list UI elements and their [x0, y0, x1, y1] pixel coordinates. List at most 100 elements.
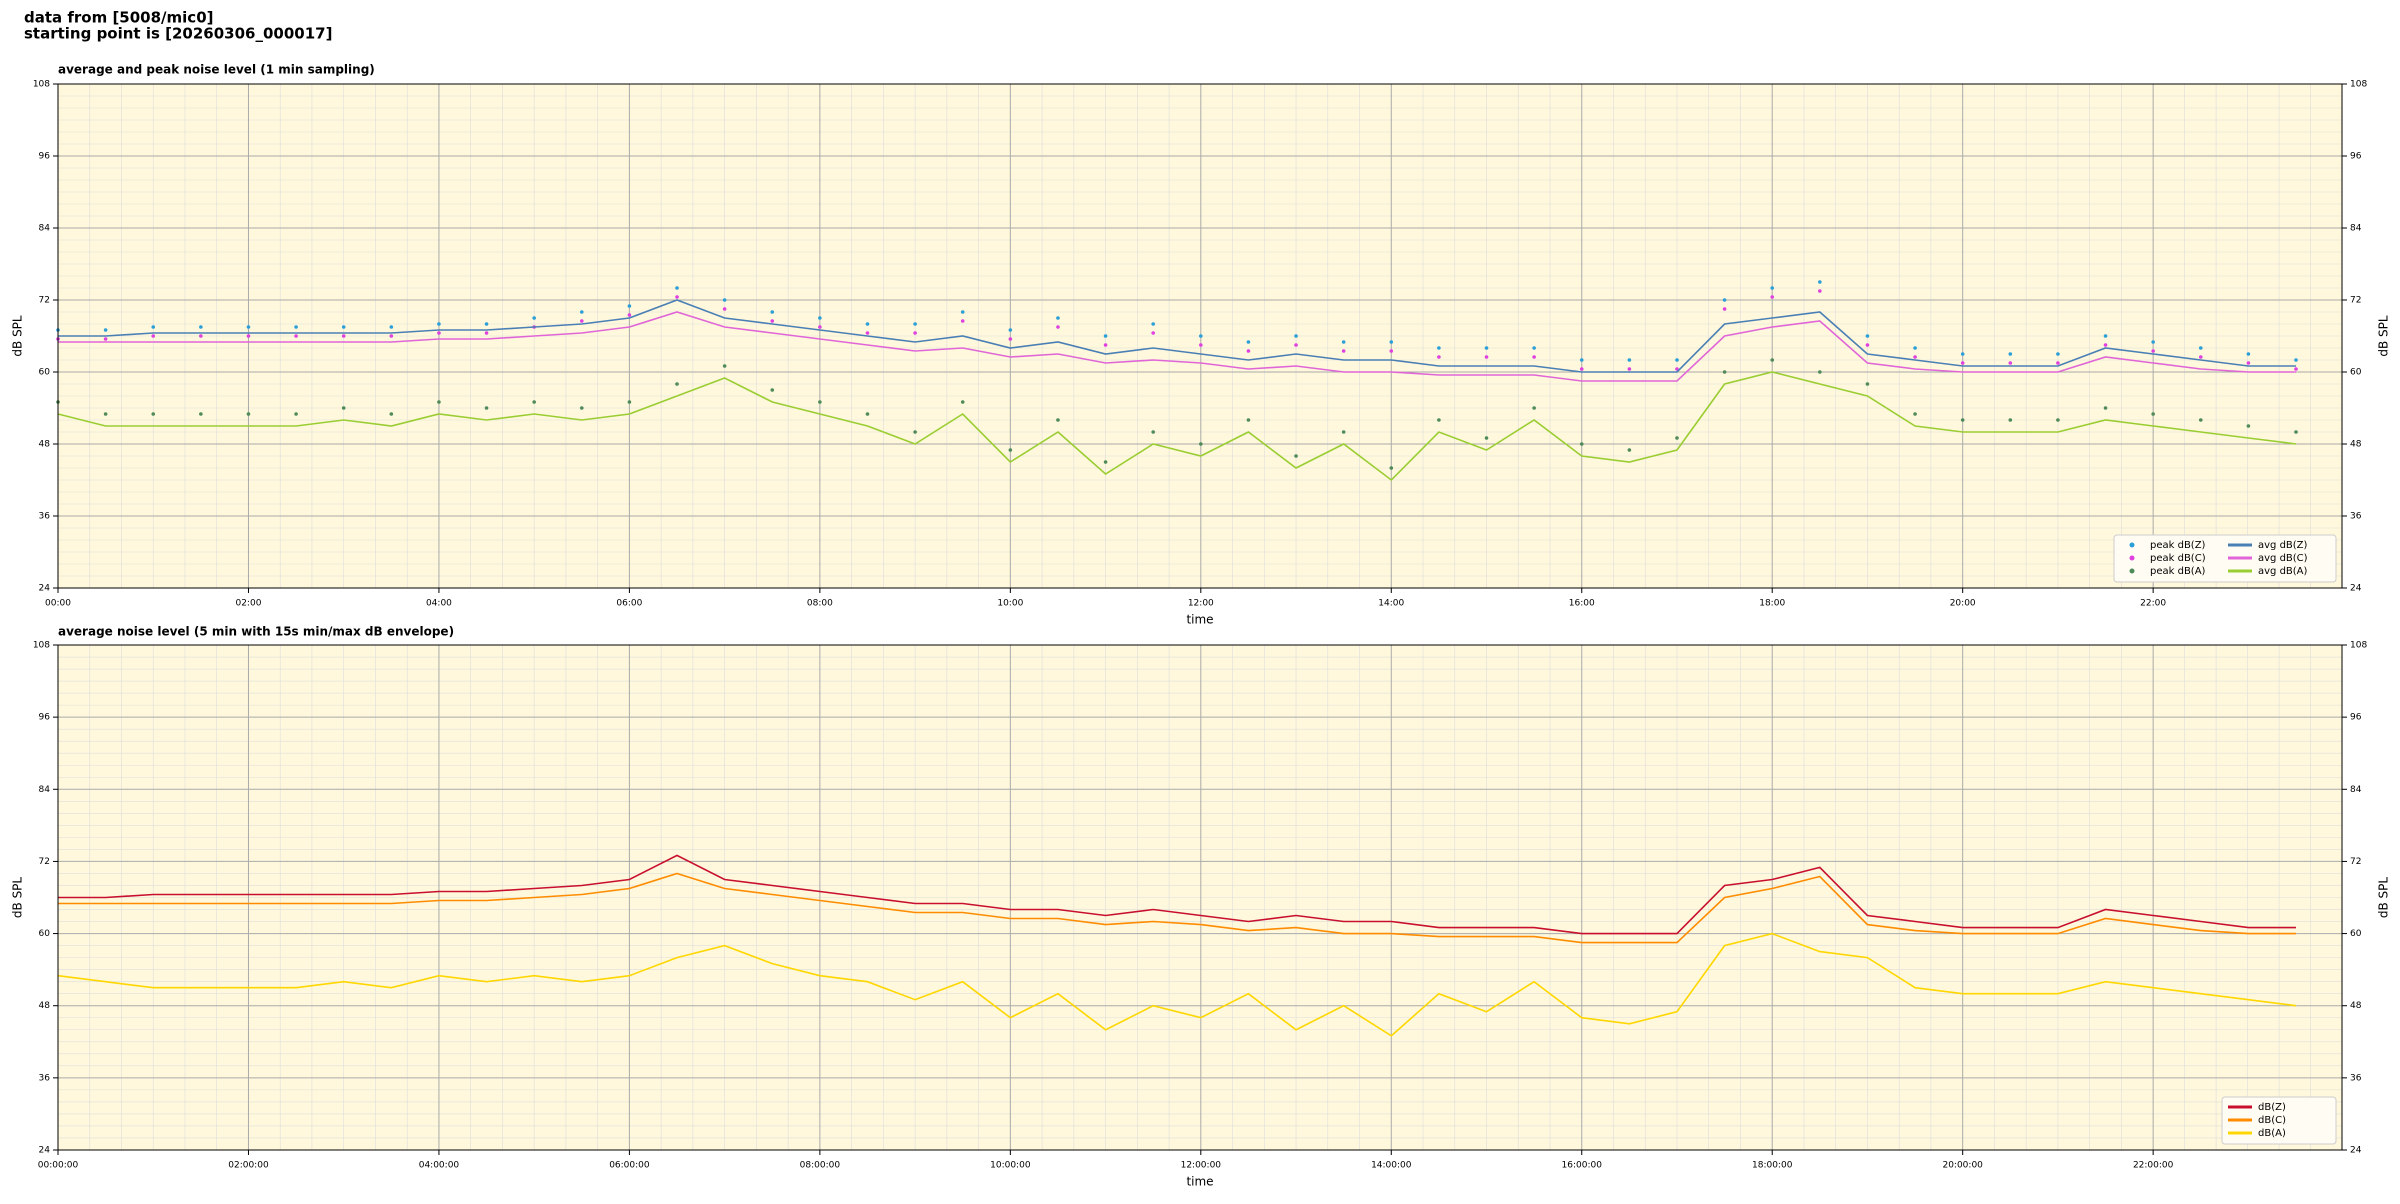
peak-point — [1246, 349, 1251, 353]
y-tick-label: 72 — [2350, 857, 2361, 867]
x-tick-label: 16:00 — [1569, 599, 1595, 609]
peak-point — [1960, 418, 1965, 422]
peak-point — [1151, 430, 1155, 434]
peak-point — [246, 334, 251, 338]
peak-point — [2103, 406, 2108, 410]
y-tick-label: 36 — [39, 1073, 51, 1083]
peak-point — [913, 331, 917, 335]
x-tick-label: 10:00:00 — [990, 1161, 1031, 1171]
peak-point — [1389, 466, 1394, 470]
peak-point — [1484, 436, 1489, 440]
peak-point — [1627, 367, 1632, 371]
peak-point — [437, 331, 441, 335]
x-tick-label: 04:00 — [426, 599, 452, 609]
peak-point — [2198, 355, 2203, 359]
peak-point — [675, 286, 679, 290]
y-tick-label: 24 — [2350, 584, 2362, 594]
peak-point — [1913, 412, 1917, 416]
x-tick-label: 08:00:00 — [800, 1161, 841, 1171]
peak-point — [1579, 442, 1584, 446]
peak-point — [1056, 316, 1060, 320]
peak-point — [294, 412, 298, 416]
peak-point — [1484, 355, 1489, 359]
header-line: starting point is [20260306_000017] — [24, 25, 332, 43]
peak-point — [1103, 334, 1108, 338]
peak-point — [1199, 334, 1203, 338]
x-tick-label: 10:00 — [997, 599, 1023, 609]
peak-point — [103, 337, 108, 341]
peak-point — [865, 322, 870, 326]
y-tick-label: 60 — [39, 368, 51, 378]
peak-point — [1770, 286, 1775, 290]
x-tick-label: 14:00:00 — [1371, 1161, 1412, 1171]
peak-point — [1722, 370, 1727, 374]
legend-label: dB(Z) — [2258, 1102, 2286, 1113]
x-tick-label: 18:00:00 — [1752, 1161, 1793, 1171]
peak-point — [1056, 325, 1060, 329]
peak-point — [1199, 343, 1203, 347]
peak-point — [960, 319, 965, 323]
peak-point — [722, 364, 727, 368]
peak-point — [1246, 418, 1251, 422]
peak-point — [2103, 343, 2108, 347]
chart-title: average noise level (5 min with 15s min/… — [58, 625, 454, 639]
y-tick-label: 84 — [39, 785, 51, 795]
y-tick-label: 96 — [2350, 713, 2362, 723]
plot-frame — [57, 83, 2343, 589]
peak-point — [1818, 289, 1822, 293]
peak-point — [1818, 280, 1822, 284]
peak-point — [913, 322, 917, 326]
peak-point — [913, 430, 917, 434]
peak-point — [2294, 358, 2298, 362]
peak-point — [151, 325, 156, 329]
y-axis-label: dB SPL — [2377, 877, 2391, 919]
y-tick-label: 108 — [2350, 80, 2367, 90]
y-tick-label: 60 — [2350, 929, 2362, 939]
peak-point — [2008, 418, 2013, 422]
peak-point — [103, 328, 108, 332]
peak-point — [2056, 352, 2060, 356]
legend-label: avg dB(C) — [2258, 553, 2308, 564]
y-tick-label: 84 — [39, 224, 51, 234]
plot-frame — [57, 644, 2343, 1151]
y-tick-label: 48 — [39, 1001, 51, 1011]
legend-marker — [2129, 542, 2135, 548]
peak-point — [2151, 412, 2155, 416]
y-axis-label: dB SPL — [11, 315, 25, 357]
peak-point — [1341, 349, 1346, 353]
y-tick-label: 60 — [2350, 368, 2362, 378]
legend-label: peak dB(A) — [2150, 566, 2206, 577]
legend-label: dB(A) — [2258, 1128, 2286, 1139]
legend-label: peak dB(C) — [2150, 553, 2206, 564]
peak-point — [1960, 361, 1965, 365]
peak-point — [1913, 355, 1917, 359]
peak-point — [627, 400, 632, 404]
peak-point — [1199, 442, 1203, 446]
y-tick-label: 96 — [39, 152, 51, 162]
peak-point — [532, 316, 536, 320]
peak-point — [1770, 358, 1775, 362]
x-tick-label: 16:00:00 — [1562, 1161, 1603, 1171]
peak-point — [1579, 358, 1584, 362]
y-tick-label: 72 — [39, 296, 50, 306]
y-tick-label: 60 — [39, 929, 51, 939]
y-axis-label: dB SPL — [11, 877, 25, 919]
y-tick-label: 36 — [2350, 1073, 2362, 1083]
legend-label: dB(C) — [2258, 1115, 2286, 1126]
y-tick-label: 108 — [33, 641, 50, 651]
y-tick-label: 108 — [33, 80, 50, 90]
chart-title: average and peak noise level (1 min samp… — [58, 63, 375, 77]
legend-marker — [2129, 568, 2135, 574]
peak-point — [1865, 382, 1870, 386]
peak-point — [341, 334, 346, 338]
y-tick-label: 48 — [2350, 440, 2362, 450]
y-tick-label: 84 — [2350, 224, 2362, 234]
series-line — [58, 854, 2296, 935]
y-tick-label: 48 — [2350, 1001, 2362, 1011]
peak-point — [2056, 418, 2060, 422]
series-line — [58, 872, 2296, 944]
peak-point — [1151, 331, 1155, 335]
peak-point — [1627, 448, 1632, 452]
peak-point — [341, 406, 346, 410]
x-tick-label: 00:00 — [45, 599, 71, 609]
